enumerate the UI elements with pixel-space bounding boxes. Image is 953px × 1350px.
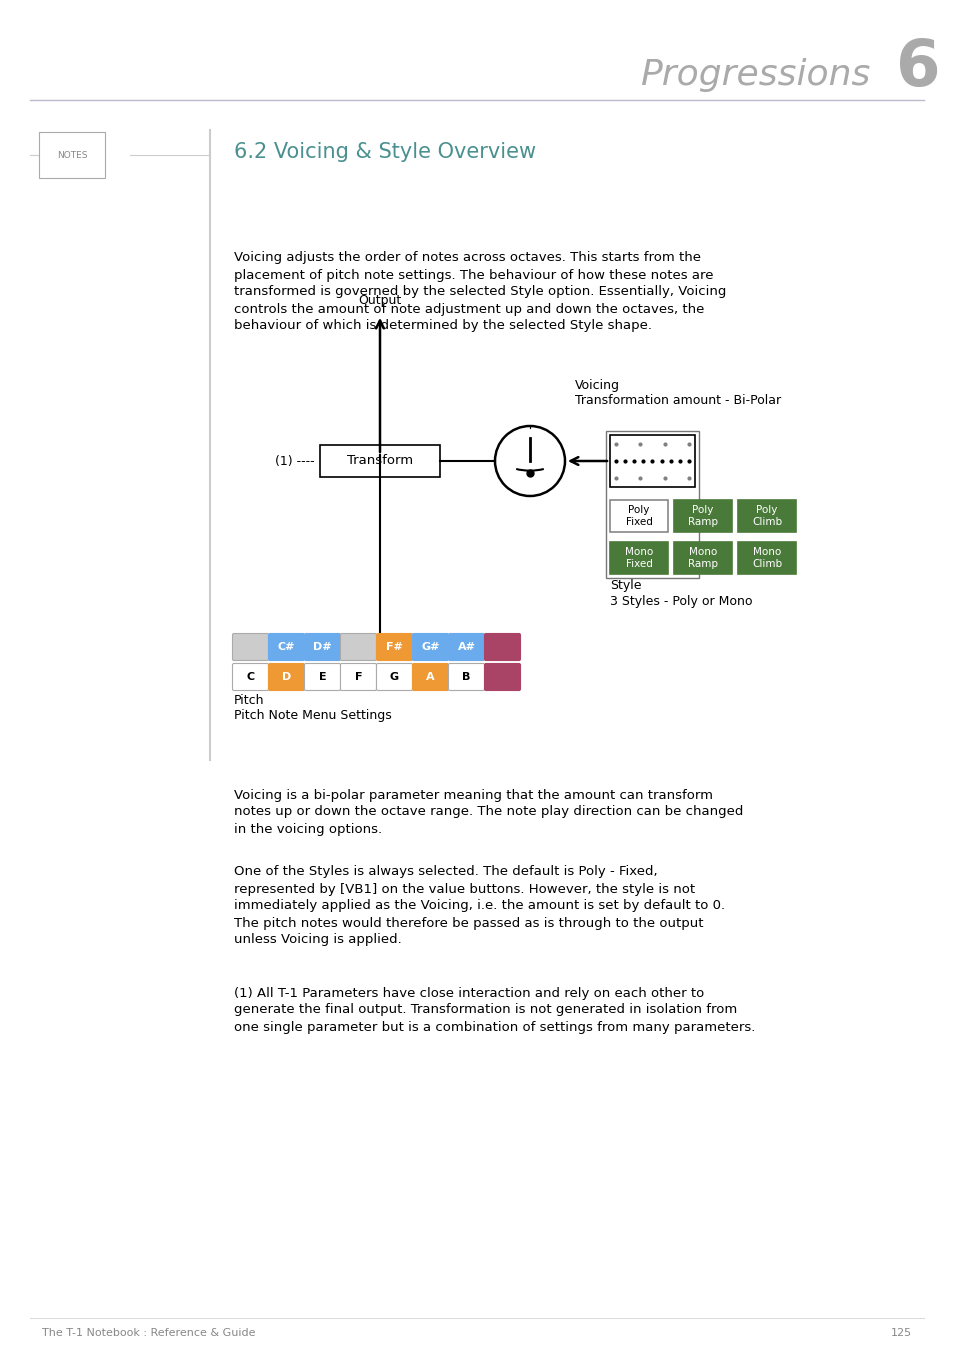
Text: placement of pitch note settings. The behaviour of how these notes are: placement of pitch note settings. The be… <box>233 269 713 282</box>
FancyBboxPatch shape <box>319 446 439 477</box>
Text: Transformation amount - Bi-Polar: Transformation amount - Bi-Polar <box>575 393 781 406</box>
Text: behaviour of which is determined by the selected Style shape.: behaviour of which is determined by the … <box>233 320 651 332</box>
Text: F: F <box>355 672 362 682</box>
FancyBboxPatch shape <box>304 633 340 660</box>
Text: The T-1 Notebook : Reference & Guide: The T-1 Notebook : Reference & Guide <box>42 1328 255 1338</box>
FancyBboxPatch shape <box>268 663 304 690</box>
Text: One of the Styles is always selected. The default is Poly - Fixed,: One of the Styles is always selected. Th… <box>233 865 657 879</box>
Text: Poly
Fixed: Poly Fixed <box>625 505 652 528</box>
FancyBboxPatch shape <box>304 663 340 690</box>
FancyBboxPatch shape <box>738 500 795 532</box>
Text: Voicing: Voicing <box>575 378 619 392</box>
Text: Pitch Note Menu Settings: Pitch Note Menu Settings <box>233 710 392 722</box>
FancyBboxPatch shape <box>340 633 376 660</box>
Text: Pitch: Pitch <box>233 694 264 706</box>
Text: D: D <box>281 672 291 682</box>
FancyBboxPatch shape <box>268 633 304 660</box>
Text: B: B <box>462 672 470 682</box>
FancyBboxPatch shape <box>609 541 667 574</box>
Text: G#: G# <box>421 643 439 652</box>
Text: 3 Styles - Poly or Mono: 3 Styles - Poly or Mono <box>609 594 752 608</box>
FancyBboxPatch shape <box>448 633 484 660</box>
Text: E: E <box>318 672 326 682</box>
FancyBboxPatch shape <box>376 633 412 660</box>
FancyBboxPatch shape <box>484 663 520 690</box>
FancyBboxPatch shape <box>233 663 268 690</box>
FancyBboxPatch shape <box>609 435 695 487</box>
FancyBboxPatch shape <box>738 541 795 574</box>
Text: G: G <box>390 672 398 682</box>
Text: represented by [VB1] on the value buttons. However, the style is not: represented by [VB1] on the value button… <box>233 883 695 895</box>
FancyBboxPatch shape <box>340 663 376 690</box>
FancyBboxPatch shape <box>376 663 412 690</box>
Text: Transform: Transform <box>347 455 413 467</box>
FancyBboxPatch shape <box>233 633 268 660</box>
Text: (1) ----: (1) ---- <box>275 455 314 467</box>
Text: Voicing is a bi-polar parameter meaning that the amount can transform: Voicing is a bi-polar parameter meaning … <box>233 788 712 802</box>
FancyBboxPatch shape <box>673 541 731 574</box>
Text: Mono
Ramp: Mono Ramp <box>687 547 718 570</box>
Text: unless Voicing is applied.: unless Voicing is applied. <box>233 933 401 946</box>
Text: A#: A# <box>457 643 475 652</box>
Text: C: C <box>246 672 254 682</box>
Text: notes up or down the octave range. The note play direction can be changed: notes up or down the octave range. The n… <box>233 806 742 818</box>
FancyBboxPatch shape <box>448 663 484 690</box>
Text: Mono
Climb: Mono Climb <box>751 547 781 570</box>
Text: NOTES: NOTES <box>56 150 87 159</box>
Text: generate the final output. Transformation is not generated in isolation from: generate the final output. Transformatio… <box>233 1003 737 1017</box>
Text: Poly
Ramp: Poly Ramp <box>687 505 718 528</box>
Text: immediately applied as the Voicing, i.e. the amount is set by default to 0.: immediately applied as the Voicing, i.e.… <box>233 899 724 913</box>
Text: Voicing adjusts the order of notes across octaves. This starts from the: Voicing adjusts the order of notes acros… <box>233 251 700 265</box>
FancyBboxPatch shape <box>609 500 667 532</box>
Text: 6.2 Voicing & Style Overview: 6.2 Voicing & Style Overview <box>233 142 536 162</box>
Text: A: A <box>426 672 435 682</box>
FancyBboxPatch shape <box>412 663 448 690</box>
Text: Output: Output <box>358 294 401 306</box>
Text: Poly
Climb: Poly Climb <box>751 505 781 528</box>
Text: D#: D# <box>313 643 332 652</box>
Text: The pitch notes would therefore be passed as is through to the output: The pitch notes would therefore be passe… <box>233 917 702 930</box>
FancyBboxPatch shape <box>412 633 448 660</box>
Text: transformed is governed by the selected Style option. Essentially, Voicing: transformed is governed by the selected … <box>233 285 725 298</box>
Text: controls the amount of note adjustment up and down the octaves, the: controls the amount of note adjustment u… <box>233 302 703 316</box>
Text: C#: C# <box>277 643 294 652</box>
Text: (1) All T-1 Parameters have close interaction and rely on each other to: (1) All T-1 Parameters have close intera… <box>233 987 703 999</box>
Text: Progressions: Progressions <box>639 58 869 92</box>
Text: F#: F# <box>386 643 402 652</box>
Text: one single parameter but is a combination of settings from many parameters.: one single parameter but is a combinatio… <box>233 1021 755 1034</box>
Text: in the voicing options.: in the voicing options. <box>233 822 382 836</box>
FancyBboxPatch shape <box>673 500 731 532</box>
Text: Mono
Fixed: Mono Fixed <box>624 547 653 570</box>
FancyBboxPatch shape <box>484 633 520 660</box>
Text: 125: 125 <box>890 1328 911 1338</box>
Text: 6: 6 <box>895 36 940 99</box>
Text: Style: Style <box>609 579 640 591</box>
